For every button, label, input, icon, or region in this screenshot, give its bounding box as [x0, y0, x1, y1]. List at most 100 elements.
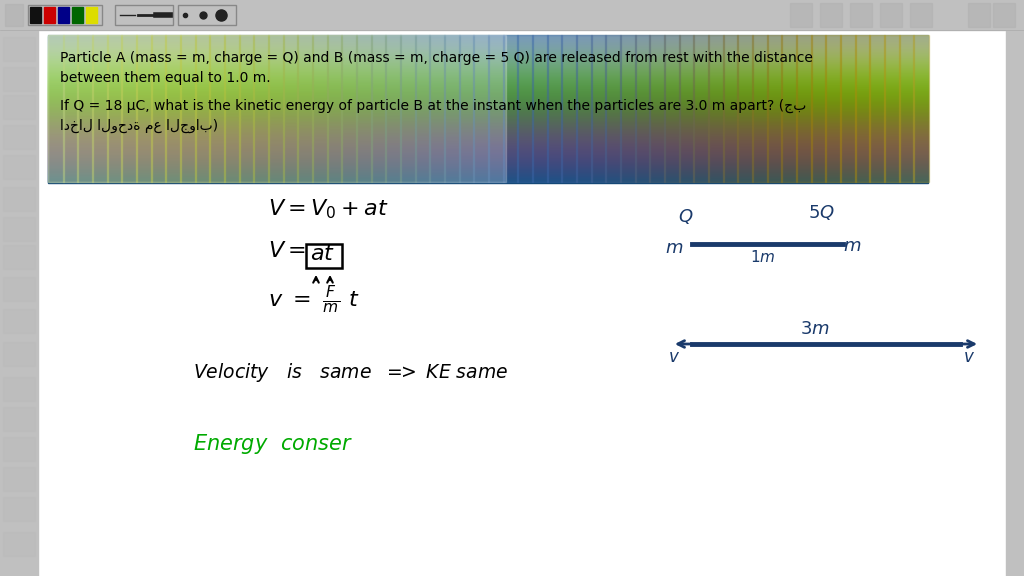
Bar	[3, 407, 35, 431]
Bar	[737, 35, 753, 182]
Bar	[48, 82, 928, 84]
Bar	[356, 35, 372, 182]
Bar	[180, 35, 196, 182]
Bar	[48, 179, 928, 180]
Bar	[48, 85, 928, 86]
Text: $Q$: $Q$	[678, 207, 693, 226]
Bar	[48, 73, 928, 74]
Bar	[48, 64, 928, 66]
Bar	[253, 35, 269, 182]
Bar	[48, 121, 928, 123]
Bar	[48, 126, 928, 127]
Bar	[48, 138, 928, 139]
Bar	[48, 161, 928, 162]
Bar	[48, 80, 928, 81]
Bar	[48, 66, 928, 67]
Bar	[790, 3, 812, 27]
Bar	[44, 7, 55, 23]
Bar	[48, 147, 928, 149]
Bar	[48, 70, 928, 71]
Bar	[48, 92, 928, 93]
Bar	[178, 5, 236, 25]
Bar	[473, 35, 489, 182]
Text: between them equal to 1.0 m.: between them equal to 1.0 m.	[60, 71, 270, 85]
Bar	[48, 136, 928, 138]
Bar	[48, 74, 928, 75]
Bar	[48, 155, 928, 157]
Bar	[48, 176, 928, 177]
Bar	[48, 152, 928, 153]
Bar	[488, 35, 504, 182]
Bar	[48, 62, 928, 63]
Bar	[48, 125, 928, 127]
Bar	[58, 7, 69, 23]
Bar	[48, 81, 928, 82]
Bar	[48, 181, 928, 183]
Text: $at$: $at$	[310, 244, 335, 264]
Bar	[48, 133, 928, 135]
Bar	[48, 46, 928, 47]
Bar	[48, 144, 928, 146]
Bar	[48, 135, 928, 137]
Bar	[3, 95, 35, 119]
Bar	[48, 35, 63, 182]
Bar	[532, 35, 548, 182]
Bar	[48, 48, 928, 50]
Bar	[48, 171, 928, 172]
Bar	[48, 49, 928, 51]
Bar	[48, 178, 928, 180]
Bar	[3, 342, 35, 366]
Bar	[48, 107, 928, 108]
Bar	[5, 4, 23, 26]
Text: $m$: $m$	[843, 237, 861, 255]
Bar	[48, 72, 928, 74]
Bar	[48, 115, 928, 116]
Bar	[48, 88, 928, 89]
Bar	[3, 37, 35, 61]
Bar	[48, 173, 928, 175]
Bar	[880, 3, 902, 27]
Bar	[48, 47, 928, 48]
Bar	[48, 148, 928, 150]
Bar	[48, 94, 928, 96]
Bar	[3, 437, 35, 461]
Bar	[385, 35, 401, 182]
Bar	[48, 71, 928, 73]
Bar	[48, 56, 928, 58]
Bar	[48, 120, 928, 122]
Bar	[3, 217, 35, 241]
Bar	[48, 142, 928, 143]
Bar	[48, 41, 928, 43]
Bar	[752, 35, 768, 182]
Bar	[48, 101, 928, 103]
Bar	[796, 35, 812, 182]
Bar	[3, 187, 35, 211]
Bar	[48, 174, 928, 176]
Bar	[0, 0, 1024, 30]
Bar	[48, 108, 928, 109]
Bar	[48, 116, 928, 118]
Bar	[48, 124, 928, 126]
Bar	[444, 35, 460, 182]
Bar	[48, 65, 928, 66]
Bar	[48, 51, 928, 52]
Bar	[48, 76, 928, 78]
Text: $V= V_0 + at$: $V= V_0 + at$	[268, 197, 389, 221]
Bar	[48, 123, 928, 124]
Bar	[48, 90, 928, 92]
Bar	[48, 160, 928, 161]
Bar	[48, 111, 928, 112]
Bar	[48, 104, 928, 105]
Bar	[3, 532, 35, 556]
Bar	[48, 156, 928, 157]
Bar	[48, 165, 928, 166]
Bar	[48, 84, 928, 85]
Text: $5Q$: $5Q$	[808, 203, 835, 222]
Bar	[48, 83, 928, 85]
Bar	[48, 145, 928, 146]
Bar	[820, 3, 842, 27]
Bar	[48, 168, 928, 169]
Bar	[620, 35, 636, 182]
Bar	[591, 35, 606, 182]
Bar	[48, 149, 928, 150]
